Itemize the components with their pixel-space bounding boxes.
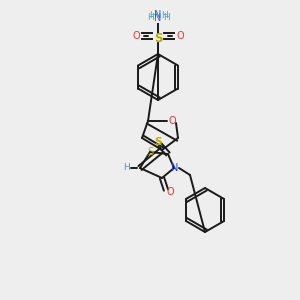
Text: N: N xyxy=(154,13,162,23)
Text: H: H xyxy=(147,14,153,22)
Text: S: S xyxy=(147,147,153,157)
Text: H: H xyxy=(124,164,130,172)
Text: H: H xyxy=(163,14,170,22)
Text: H: H xyxy=(148,11,155,20)
Text: S: S xyxy=(154,137,162,147)
Text: N: N xyxy=(171,163,179,173)
Text: O: O xyxy=(132,31,140,41)
Text: H: H xyxy=(160,11,167,20)
Text: O: O xyxy=(166,187,174,197)
Text: S: S xyxy=(154,32,162,44)
Text: N: N xyxy=(154,10,162,20)
Text: O: O xyxy=(176,31,184,41)
Text: O: O xyxy=(168,116,176,126)
